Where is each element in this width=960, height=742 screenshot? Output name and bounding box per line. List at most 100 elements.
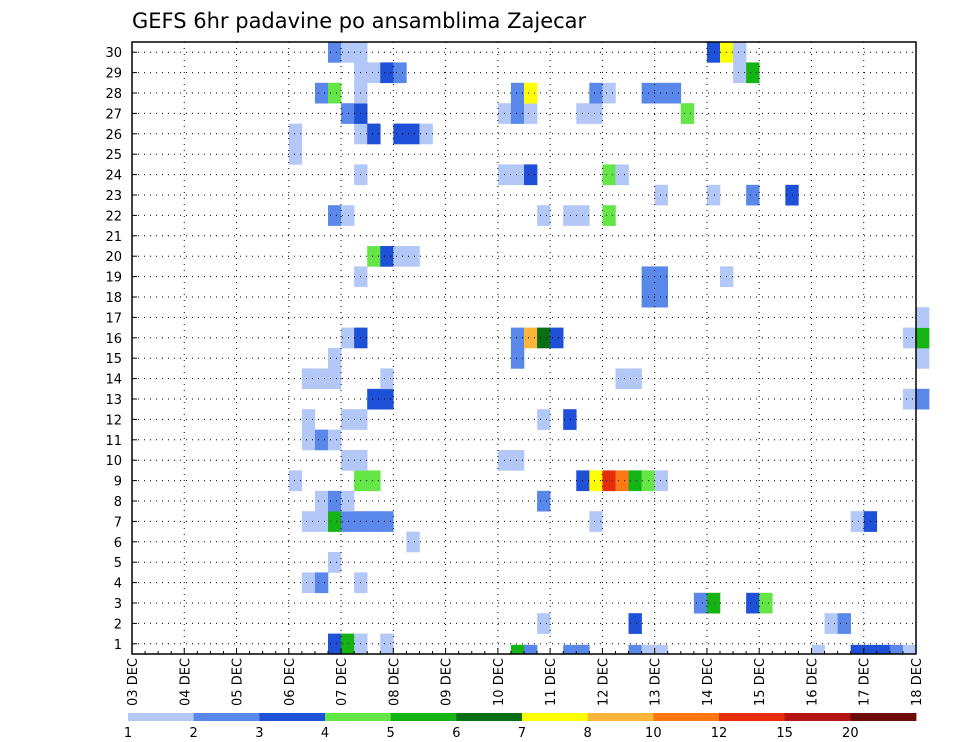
precip-cell [706,42,721,63]
legend-swatch [456,713,523,721]
x-tick-label: 06 DEC [283,658,298,706]
x-tick-label: 14 DEC [701,658,716,706]
y-tick-label: 4 [114,577,122,592]
legend-level-label: 2 [190,726,198,741]
precip-cell [654,286,669,308]
x-tick-label: 16 DEC [805,658,820,706]
precip-cell [746,592,760,614]
y-tick-label: 25 [105,148,122,163]
y-tick-label: 26 [105,128,122,143]
y-tick-label: 23 [105,189,122,204]
y-tick-label: 5 [114,556,122,571]
legend-level-label: 4 [321,726,329,741]
precip-cell [510,82,525,104]
precip-cell [380,511,394,532]
legend-level-label: 20 [842,726,859,741]
precip-cell [916,348,930,369]
precip-cell [563,644,577,655]
precip-cell [341,450,355,471]
legend-level-label: 6 [452,726,460,741]
precip-cell [889,644,904,655]
precip-cell [367,511,381,532]
precip-cell [746,184,760,206]
legend-level-label: 3 [255,726,263,741]
precip-cell [288,144,303,165]
precip-cell [406,246,420,267]
y-tick-label: 19 [105,271,122,286]
precip-cell [328,82,342,104]
y-tick-label: 3 [114,597,122,612]
precip-cell [902,644,917,655]
y-tick-label: 8 [114,495,122,510]
precip-cell [328,552,342,573]
precip-cell [510,348,525,369]
precip-cell [393,246,407,267]
precip-cell [550,327,564,349]
y-tick-label: 6 [114,536,122,551]
precip-cell [380,62,394,84]
precip-cell [628,470,642,492]
precip-cell [510,103,525,124]
precip-cell [380,368,394,390]
precip-cell [537,409,551,430]
legend-swatch [193,713,260,721]
plot-frame [131,41,917,655]
precip-cell [393,123,407,145]
precip-cell [615,470,629,492]
legend-swatch [587,713,654,721]
precip-cell [301,511,316,532]
legend-swatch [259,713,326,721]
precip-cell [863,644,878,655]
precip-cell [341,633,355,655]
precip-cell [746,62,760,84]
precip-cell [301,368,316,390]
legend-swatch [784,713,851,721]
y-tick-label: 15 [105,352,122,367]
precip-cell [510,327,525,349]
precip-cell [328,511,342,532]
dotted-grid [132,42,916,654]
precip-cell [393,62,407,84]
precip-cell [654,470,669,492]
x-tick-label: 12 DEC [596,658,611,706]
precip-cell [811,644,825,655]
precip-cell [367,246,381,267]
y-tick-label: 27 [105,107,122,122]
precip-cell [510,644,525,655]
x-tick-label: 04 DEC [178,658,193,706]
precip-cell [406,123,420,145]
y-tick-label: 21 [105,230,122,245]
precip-cell [537,205,551,226]
precip-cell [576,644,590,655]
precip-cell [314,82,329,104]
x-tick-label: 08 DEC [387,658,402,706]
x-tick-label: 15 DEC [753,658,768,706]
precip-cell [328,42,342,63]
precip-cell [301,572,316,594]
y-tick-label: 9 [114,475,122,490]
precip-cell [406,531,420,553]
precip-cell [524,327,538,349]
precip-cell [367,470,381,492]
precip-cell [759,592,773,614]
precip-cell [314,429,329,451]
y-tick-label: 29 [105,67,122,82]
precip-cell [524,103,538,124]
precip-cell [314,490,329,512]
precip-cell [654,644,669,655]
precip-cell [367,123,381,145]
precip-cell [733,42,747,63]
precip-cell [341,327,355,349]
x-tick-label: 11 DEC [544,658,559,706]
y-tick-label: 11 [105,434,122,449]
y-tick-label: 7 [114,515,122,530]
x-tick-label: 03 DEC [126,658,141,706]
precip-cell [563,409,577,430]
precip-cell [510,450,525,471]
x-axis-date-labels: 03 DEC 04 DEC 05 DEC 06 DEC 07 DEC 08 DEC 09 D… [126,648,925,706]
y-tick-label: 17 [105,311,122,326]
precip-cell [602,470,616,492]
precip-cell [628,613,642,634]
precip-cell [916,327,930,349]
